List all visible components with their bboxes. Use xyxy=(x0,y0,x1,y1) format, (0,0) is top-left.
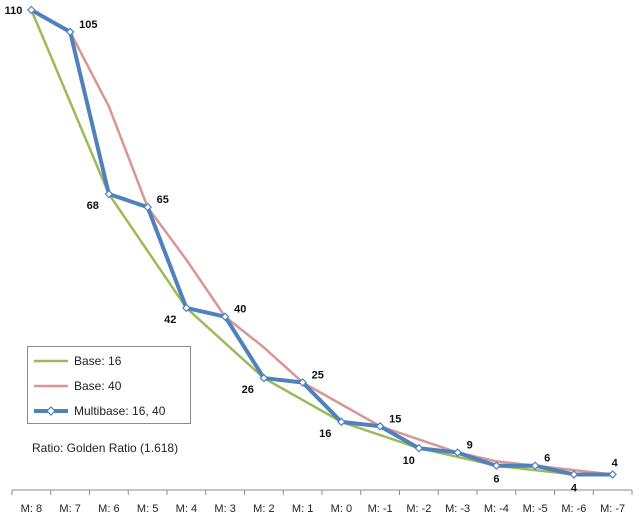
ratio-note: Ratio: Golden Ratio (1.618) xyxy=(32,441,179,455)
data-label: 68 xyxy=(87,200,99,212)
x-tick-label: M: 3 xyxy=(214,503,235,515)
series-line-1 xyxy=(30,8,614,476)
data-point-marker xyxy=(27,5,36,15)
legend: Base: 16 Base: 40 Multibase: 16, 40 xyxy=(27,346,191,424)
x-tick-label: M: 7 xyxy=(59,503,80,515)
legend-item-multibase: Multibase: 16, 40 xyxy=(34,402,165,420)
data-point-marker xyxy=(220,312,230,322)
data-point-marker xyxy=(259,373,269,383)
legend-item-base-40: Base: 40 xyxy=(34,377,121,395)
x-tick-label: M: 1 xyxy=(292,503,313,515)
data-point-marker xyxy=(492,461,501,471)
data-label: 10 xyxy=(403,455,415,467)
series-line-0 xyxy=(30,8,614,476)
data-point-marker xyxy=(530,461,540,471)
data-point-marker xyxy=(569,470,579,479)
series-lines xyxy=(27,5,617,479)
legend-swatch-multibase xyxy=(34,402,68,420)
legend-swatch-base-40 xyxy=(34,377,68,395)
legend-label-multibase: Multibase: 16, 40 xyxy=(74,404,166,418)
data-point-marker xyxy=(143,202,152,212)
x-tick-label: M: 8 xyxy=(21,503,42,515)
data-label: 4 xyxy=(571,482,578,494)
data-label: 4 xyxy=(612,457,619,469)
data-label: 105 xyxy=(79,19,97,31)
data-point-marker xyxy=(104,189,114,199)
data-point-marker xyxy=(337,417,346,427)
x-tick-label: M: 0 xyxy=(331,503,352,515)
x-tick-label: M: -3 xyxy=(445,503,470,515)
data-point-marker xyxy=(375,421,385,431)
legend-label-base-16: Base: 16 xyxy=(74,354,122,368)
data-label: 40 xyxy=(234,304,246,316)
legend-label-base-40: Base: 40 xyxy=(74,379,122,393)
data-point-marker xyxy=(414,443,424,453)
data-label: 6 xyxy=(493,474,499,486)
x-axis: M: 8 M: 7 M: 6 M: 5 M: 4 M: 3 M: 2 M: 1 M: 0 M: -… xyxy=(11,489,633,515)
data-label: 25 xyxy=(312,369,324,381)
data-label: 42 xyxy=(164,314,176,326)
data-label: 9 xyxy=(467,440,473,452)
x-tick-label: M: 6 xyxy=(98,503,119,515)
data-label: 65 xyxy=(157,194,169,206)
legend-item-base-16: Base: 16 xyxy=(34,352,121,370)
data-point-marker xyxy=(608,470,617,479)
data-point-marker xyxy=(182,303,191,313)
x-tick-label: M: -5 xyxy=(523,503,548,515)
x-tick-label: M: -6 xyxy=(561,503,586,515)
x-tick-label: M: -1 xyxy=(368,503,393,515)
series-line-2 xyxy=(29,8,615,477)
data-label: 16 xyxy=(319,428,331,440)
x-tick-label: M: -2 xyxy=(406,503,431,515)
x-tick-label: M: -7 xyxy=(600,503,625,515)
legend-swatch-base-16 xyxy=(34,352,68,370)
data-label: 6 xyxy=(544,453,550,465)
x-tick-label: M: 4 xyxy=(176,503,197,515)
data-point-marker xyxy=(298,378,307,387)
x-tick-label: M: -4 xyxy=(484,503,509,515)
x-tick-label: M: 5 xyxy=(137,503,158,515)
data-label: 26 xyxy=(242,384,254,396)
data-labels: 110 105 68 65 42 40 26 25 16 15 10 9 6 6 4 4 xyxy=(5,5,619,494)
data-point-marker xyxy=(453,448,462,457)
data-point-marker xyxy=(65,27,75,37)
x-tick-label: M: 2 xyxy=(253,503,274,515)
data-label: 110 xyxy=(5,5,23,17)
data-label: 15 xyxy=(389,413,401,425)
